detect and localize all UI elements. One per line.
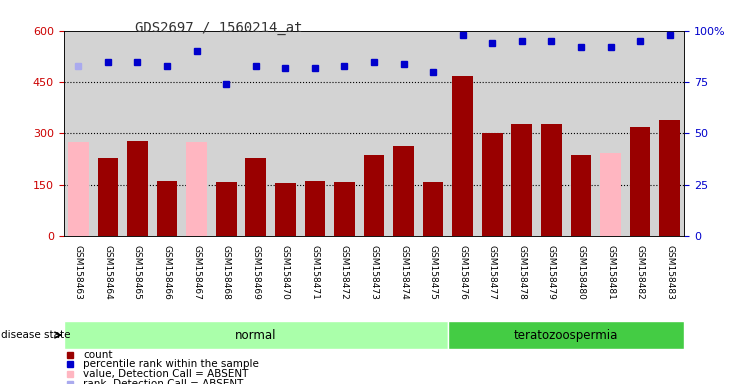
- Text: GSM158483: GSM158483: [665, 245, 674, 300]
- Text: GSM158475: GSM158475: [429, 245, 438, 300]
- Bar: [423, 182, 444, 236]
- Text: GSM158476: GSM158476: [459, 245, 468, 300]
- Text: GSM158466: GSM158466: [162, 245, 171, 300]
- Bar: [571, 155, 591, 236]
- Text: GSM158468: GSM158468: [221, 245, 230, 300]
- Text: GSM158478: GSM158478: [518, 245, 527, 300]
- Text: GSM158479: GSM158479: [547, 245, 556, 300]
- Text: GSM158473: GSM158473: [370, 245, 378, 300]
- Text: rank, Detection Call = ABSENT: rank, Detection Call = ABSENT: [83, 379, 244, 384]
- Text: count: count: [83, 349, 113, 360]
- Bar: [364, 155, 384, 236]
- Text: GSM158463: GSM158463: [74, 245, 83, 300]
- Text: GSM158464: GSM158464: [103, 245, 112, 300]
- Bar: [453, 76, 473, 236]
- Bar: [216, 182, 236, 236]
- Text: disease state: disease state: [1, 330, 70, 340]
- Text: GSM158465: GSM158465: [133, 245, 142, 300]
- Bar: [482, 133, 503, 236]
- Bar: [186, 142, 207, 236]
- Text: percentile rank within the sample: percentile rank within the sample: [83, 359, 260, 369]
- Bar: [245, 158, 266, 236]
- Bar: [156, 181, 177, 236]
- Text: value, Detection Call = ABSENT: value, Detection Call = ABSENT: [83, 369, 249, 379]
- Text: GSM158480: GSM158480: [577, 245, 586, 300]
- Bar: [304, 181, 325, 236]
- Text: GSM158469: GSM158469: [251, 245, 260, 300]
- Text: GSM158470: GSM158470: [280, 245, 289, 300]
- Bar: [600, 153, 621, 236]
- Bar: [659, 121, 680, 236]
- Bar: [64, 321, 448, 349]
- Text: teratozoospermia: teratozoospermia: [514, 329, 619, 341]
- Text: normal: normal: [235, 329, 277, 341]
- Bar: [97, 158, 118, 236]
- Text: GSM158477: GSM158477: [488, 245, 497, 300]
- Bar: [68, 142, 89, 236]
- Text: GSM158482: GSM158482: [636, 245, 645, 300]
- Bar: [275, 183, 295, 236]
- Text: GSM158472: GSM158472: [340, 245, 349, 300]
- Bar: [334, 182, 355, 236]
- Bar: [393, 146, 414, 236]
- Bar: [541, 124, 562, 236]
- Bar: [127, 141, 148, 236]
- Bar: [448, 321, 684, 349]
- Text: GSM158481: GSM158481: [606, 245, 615, 300]
- Bar: [512, 124, 532, 236]
- Text: GSM158467: GSM158467: [192, 245, 201, 300]
- Text: GSM158474: GSM158474: [399, 245, 408, 300]
- Bar: [630, 127, 651, 236]
- Text: GDS2697 / 1560214_at: GDS2697 / 1560214_at: [135, 21, 302, 35]
- Text: GSM158471: GSM158471: [310, 245, 319, 300]
